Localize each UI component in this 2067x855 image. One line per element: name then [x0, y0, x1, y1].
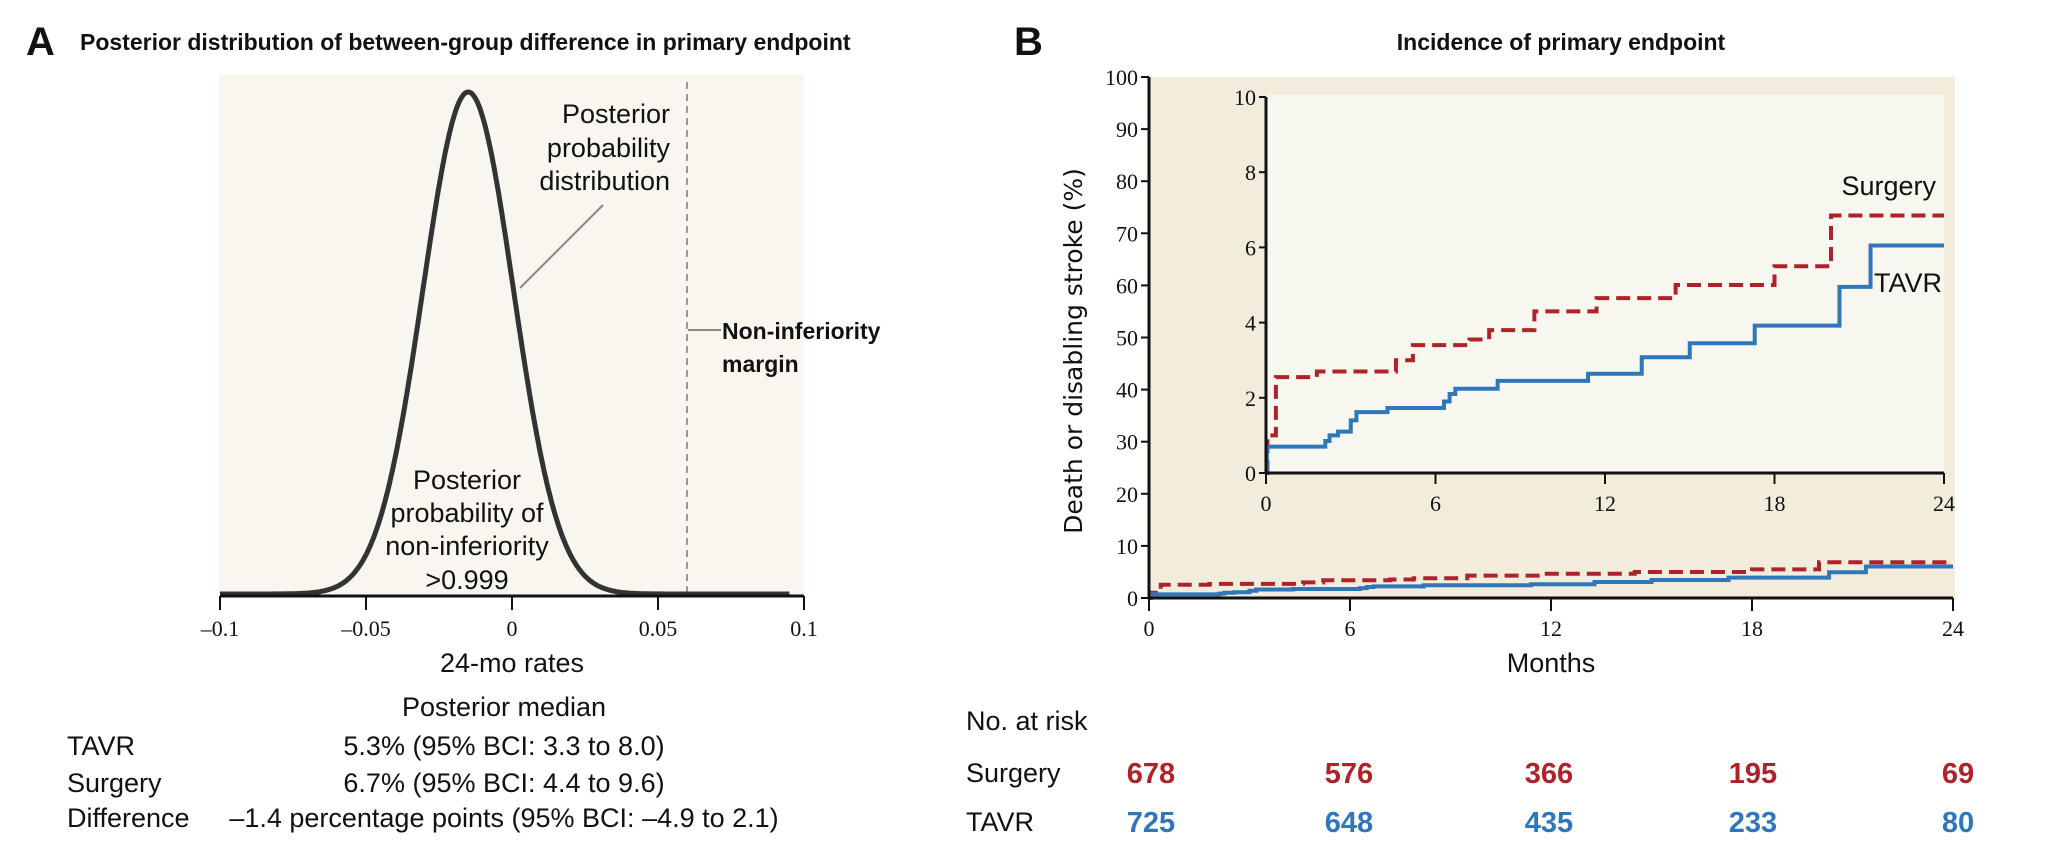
x-tick-label: 6 — [1345, 616, 1356, 641]
panel-b: B Incidence of primary endpoint 01020304… — [966, 20, 1974, 839]
row-value-difference: –1.4 percentage points (95% BCI: –4.9 to… — [229, 803, 778, 833]
risk-value-tavr: 725 — [1127, 807, 1175, 839]
inset-y-tick-label: 4 — [1245, 311, 1256, 336]
inset-curves — [1264, 213, 1944, 475]
series-label-tavr: TAVR — [1874, 268, 1942, 298]
panel-a-letter: A — [26, 20, 55, 64]
number-at-risk-header: No. at risk — [966, 706, 1088, 736]
x-tick-label: 18 — [1741, 616, 1763, 641]
x-tick-label: –0.05 — [340, 616, 391, 641]
panel-a-title: Posterior distribution of between-group … — [80, 29, 851, 55]
panel-a-x-ticks: –0.1 –0.05 0 0.05 0.1 — [200, 596, 818, 641]
risk-row-label-tavr: TAVR — [966, 807, 1034, 837]
probability-annotation-line: non-inferiority — [385, 531, 549, 561]
y-tick-label: 20 — [1116, 482, 1138, 507]
x-tick-label: 24 — [1942, 616, 1964, 641]
y-tick-label: 80 — [1116, 169, 1138, 194]
inset-x-tick-label: 18 — [1764, 491, 1786, 516]
row-value-tavr: 5.3% (95% BCI: 3.3 to 8.0) — [343, 731, 664, 761]
curve-annotation-line: Posterior — [562, 99, 670, 129]
x-tick-label: 0.05 — [639, 616, 678, 641]
main-curve-surgery — [1148, 560, 1953, 600]
probability-annotation-line: Posterior — [413, 465, 521, 495]
y-tick-label: 10 — [1116, 534, 1138, 559]
probability-annotation-line: >0.999 — [425, 565, 508, 595]
row-value-surgery: 6.7% (95% BCI: 4.4 to 9.6) — [343, 768, 664, 798]
panel-a: A Posterior distribution of between-grou… — [26, 20, 881, 833]
main-curve-tavr — [1148, 564, 1953, 600]
probability-annotation-line: probability of — [390, 498, 544, 528]
panel-b-y-label: Death or disabling stroke (%) — [1059, 168, 1088, 534]
y-tick-label: 60 — [1116, 273, 1138, 298]
inset-y-tick-label: 0 — [1245, 461, 1256, 486]
risk-row-label-surgery: Surgery — [966, 758, 1061, 788]
inset-curve-surgery — [1265, 213, 1944, 475]
row-label-surgery: Surgery — [67, 768, 162, 798]
risk-value-tavr: 233 — [1729, 807, 1777, 839]
curve-annotation-line: distribution — [539, 166, 670, 196]
inset-x-tick-label: 12 — [1594, 491, 1616, 516]
curve-annotation-leader — [519, 204, 604, 289]
risk-value-surgery: 69 — [1942, 758, 1974, 790]
number-at-risk-values: 678 576 366 195 69 725 648 435 233 80 — [1127, 758, 1974, 839]
panel-a-x-label: 24-mo rates — [440, 648, 584, 678]
panel-b-x-label: Months — [1507, 648, 1596, 678]
inset-plot-background — [1266, 95, 1944, 473]
x-tick-label: 0 — [1144, 616, 1155, 641]
x-tick-label: –0.1 — [200, 616, 240, 641]
risk-value-surgery: 678 — [1127, 758, 1175, 790]
series-label-surgery: Surgery — [1841, 171, 1936, 201]
inset-y-tick-label: 8 — [1245, 160, 1256, 185]
panel-a-plot-background — [219, 74, 804, 596]
inset-x-tick-label: 0 — [1261, 491, 1272, 516]
inset-x-tick-label: 24 — [1933, 491, 1955, 516]
posterior-median-header: Posterior median — [402, 692, 606, 722]
inset-curve-tavr — [1264, 243, 1944, 475]
margin-annotation-line: Non-inferiority — [722, 318, 881, 344]
risk-value-surgery: 576 — [1325, 758, 1373, 790]
inset-y-tick-label: 6 — [1245, 235, 1256, 260]
risk-value-surgery: 366 — [1525, 758, 1573, 790]
curve-annotation-line: probability — [547, 133, 671, 163]
posterior-distribution-curve — [220, 89, 790, 597]
x-tick-label: 0.1 — [790, 616, 818, 641]
y-tick-label: 50 — [1116, 326, 1138, 351]
inset-y-tick-label: 2 — [1245, 386, 1256, 411]
panel-b-title: Incidence of primary endpoint — [1397, 29, 1726, 55]
x-tick-label: 12 — [1540, 616, 1562, 641]
y-tick-label: 0 — [1127, 586, 1138, 611]
y-tick-label: 100 — [1105, 65, 1138, 90]
risk-value-tavr: 80 — [1942, 807, 1974, 839]
row-label-tavr: TAVR — [67, 731, 135, 761]
margin-annotation-line: margin — [722, 351, 799, 377]
main-curves — [1148, 560, 1953, 600]
risk-value-surgery: 195 — [1729, 758, 1777, 790]
y-tick-label: 90 — [1116, 117, 1138, 142]
y-tick-label: 70 — [1116, 221, 1138, 246]
panel-b-letter: B — [1014, 20, 1043, 64]
risk-value-tavr: 648 — [1325, 807, 1373, 839]
y-tick-label: 30 — [1116, 430, 1138, 455]
inset-x-tick-label: 6 — [1430, 491, 1441, 516]
row-label-difference: Difference — [67, 803, 190, 833]
x-tick-label: 0 — [507, 616, 518, 641]
risk-value-tavr: 435 — [1525, 807, 1573, 839]
y-tick-label: 40 — [1116, 378, 1138, 403]
inset-y-tick-label: 10 — [1234, 85, 1256, 110]
